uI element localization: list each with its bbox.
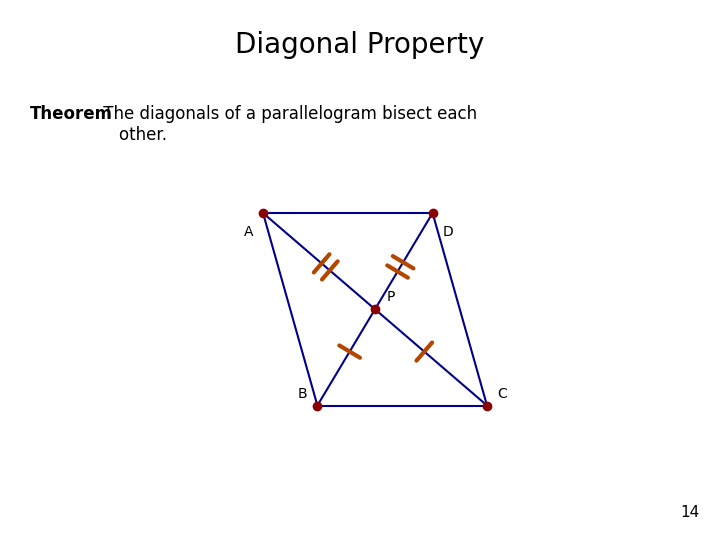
Text: B: B bbox=[298, 387, 307, 401]
Text: P: P bbox=[387, 291, 395, 304]
Text: A: A bbox=[243, 225, 253, 239]
Text: 14: 14 bbox=[680, 505, 700, 520]
Text: C: C bbox=[497, 387, 507, 401]
Text: The diagonals of a parallelogram bisect each
    other.: The diagonals of a parallelogram bisect … bbox=[98, 105, 477, 144]
Text: Theorem: Theorem bbox=[30, 105, 113, 123]
Text: D: D bbox=[443, 225, 454, 239]
Text: Diagonal Property: Diagonal Property bbox=[235, 31, 485, 59]
